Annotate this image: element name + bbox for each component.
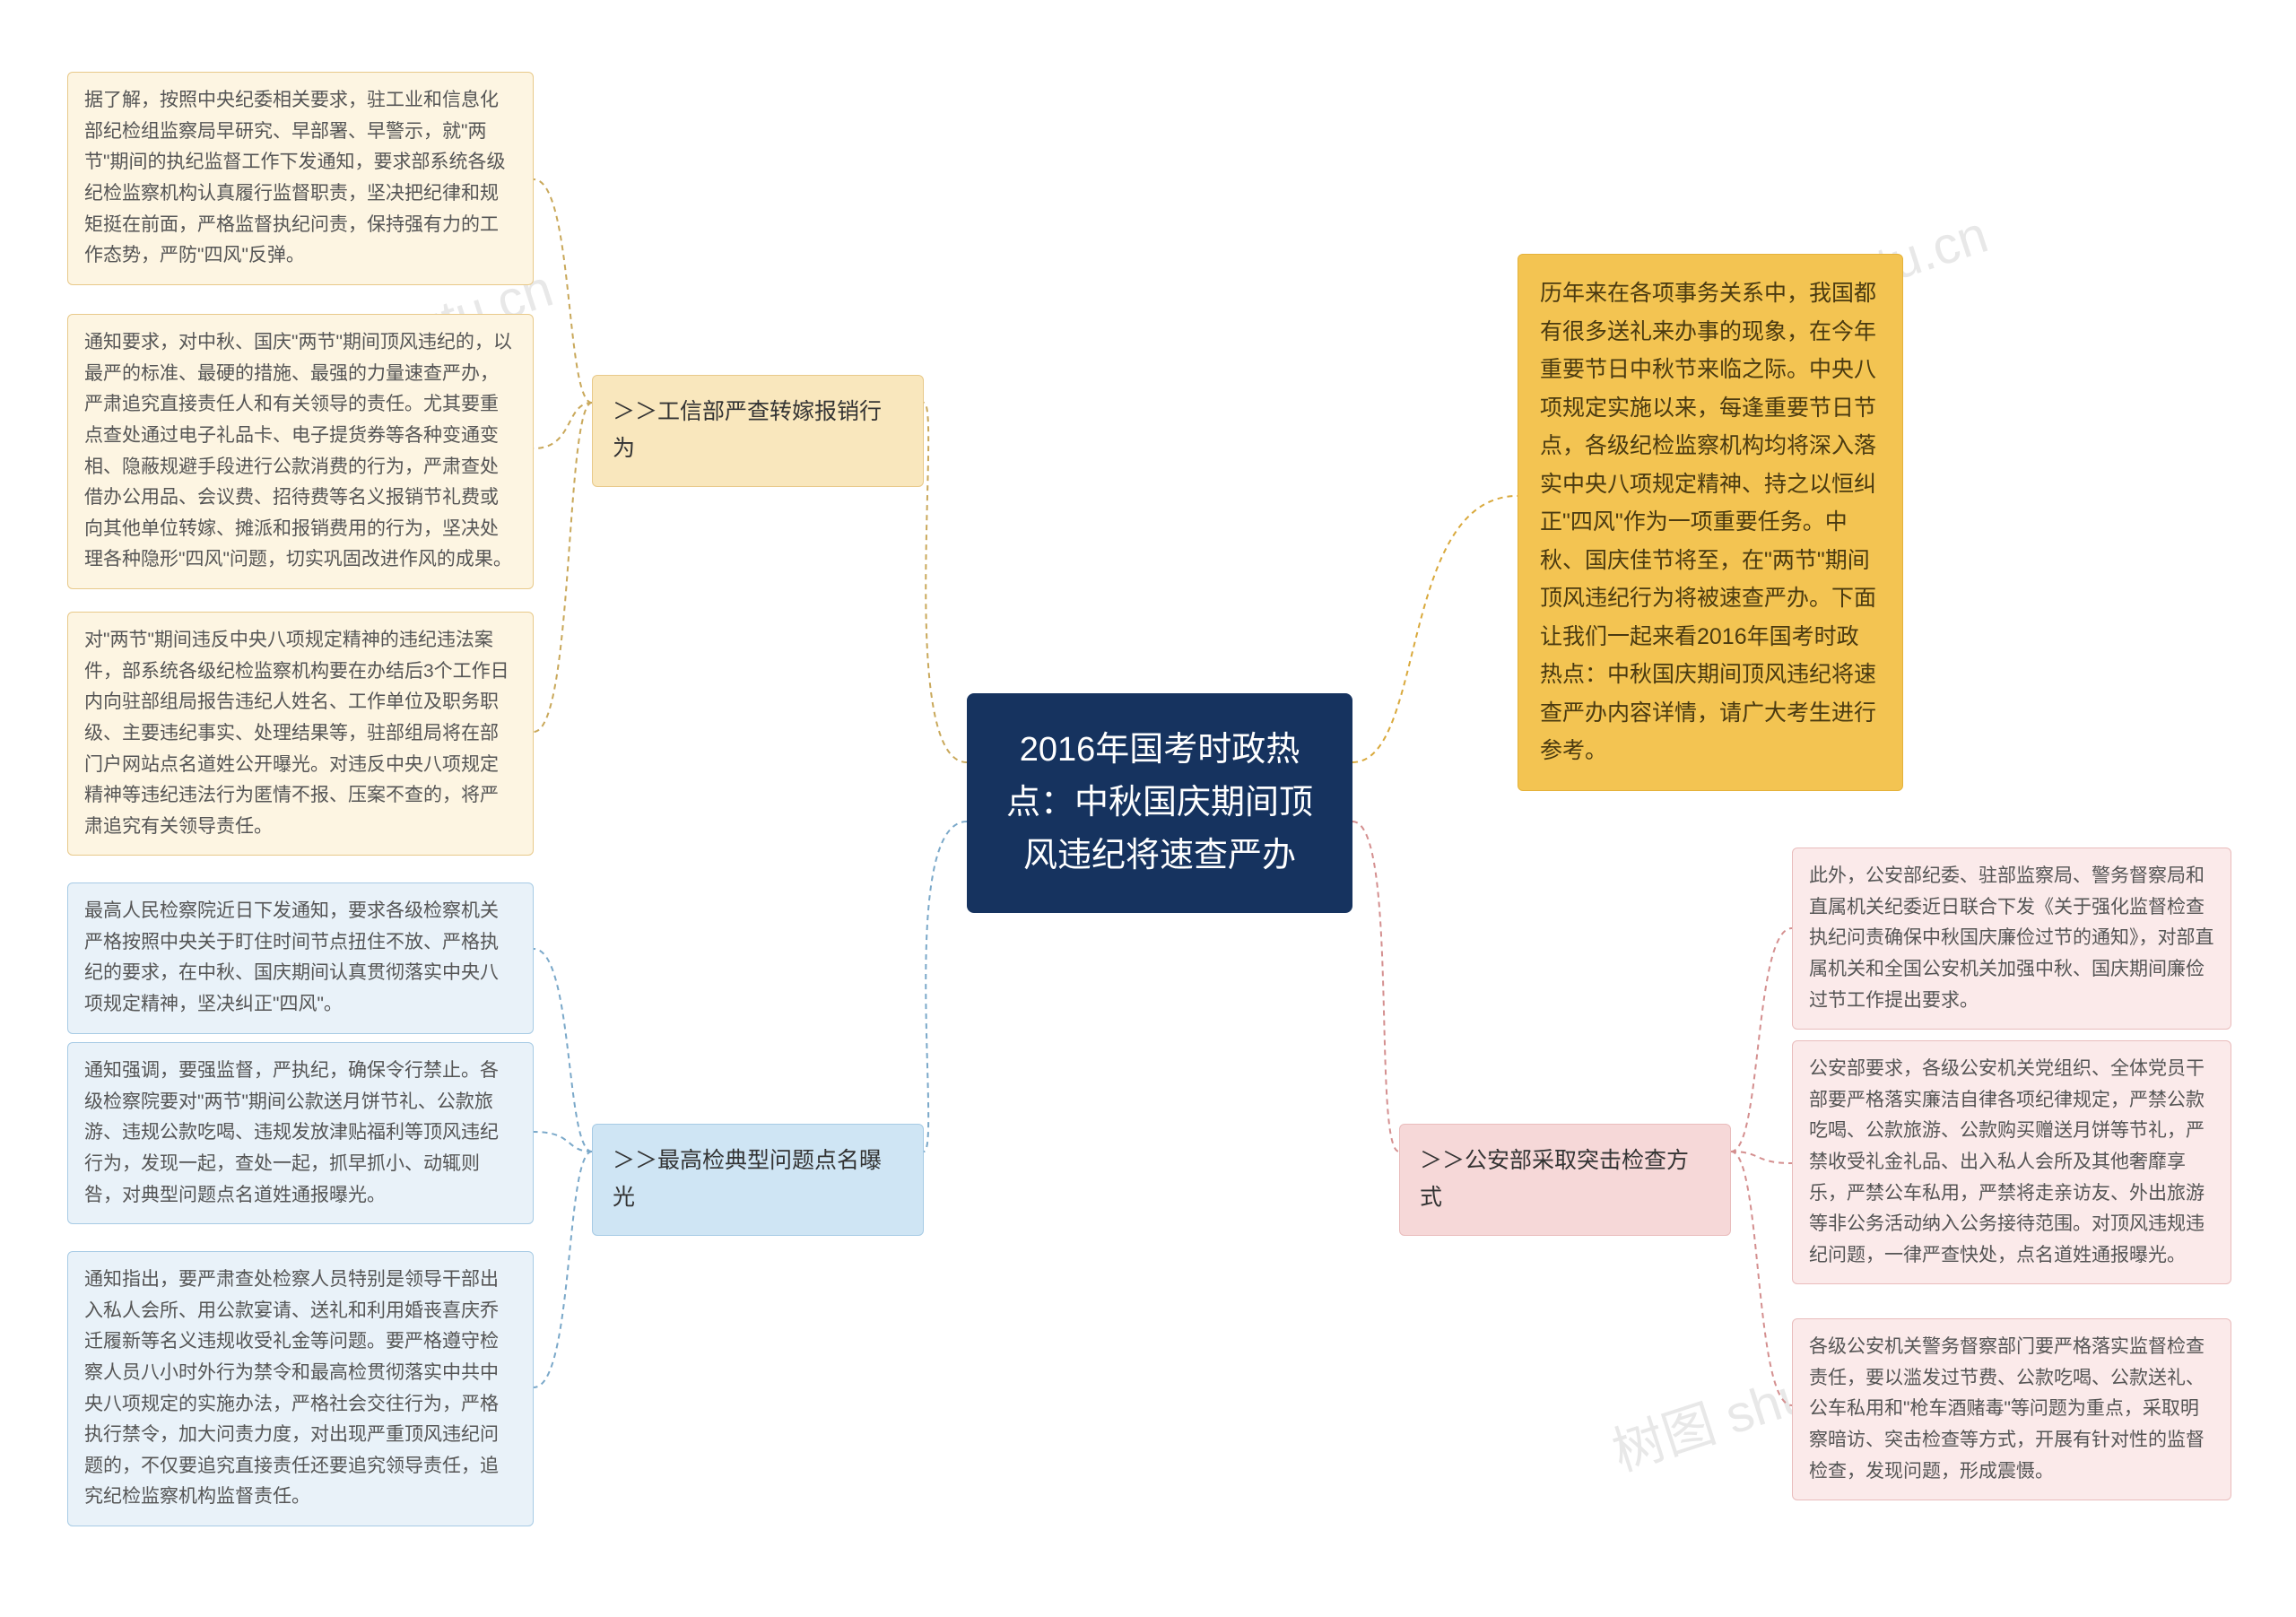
leaf-mps-2[interactable]: 各级公安机关警务督察部门要严格落实监督检查责任，要以滥发过节费、公款吃喝、公款送… bbox=[1792, 1318, 2231, 1500]
mindmap-center[interactable]: 2016年国考时政热点：中秋国庆期间顶风违纪将速查严办 bbox=[967, 693, 1352, 913]
branch-mps[interactable]: ＞＞公安部采取突击检查方式 bbox=[1399, 1124, 1731, 1236]
leaf-mps-1[interactable]: 公安部要求，各级公安机关党组织、全体党员干部要严格落实廉洁自律各项纪律规定，严禁… bbox=[1792, 1040, 2231, 1284]
branch-intro[interactable]: 历年来在各项事务关系中，我国都有很多送礼来办事的现象，在今年重要节日中秋节来临之… bbox=[1518, 254, 1903, 791]
leaf-miit-1[interactable]: 通知要求，对中秋、国庆"两节"期间顶风违纪的，以最严的标准、最硬的措施、最强的力… bbox=[67, 314, 534, 589]
leaf-miit-0[interactable]: 据了解，按照中央纪委相关要求，驻工业和信息化部纪检组监察局早研究、早部署、早警示… bbox=[67, 72, 534, 285]
leaf-mps-0[interactable]: 此外，公安部纪委、驻部监察局、警务督察局和直属机关纪委近日联合下发《关于强化监督… bbox=[1792, 848, 2231, 1030]
branch-spp[interactable]: ＞＞最高检典型问题点名曝光 bbox=[592, 1124, 924, 1236]
leaf-spp-1[interactable]: 通知强调，要强监督，严执纪，确保令行禁止。各级检察院要对"两节"期间公款送月饼节… bbox=[67, 1042, 534, 1224]
leaf-miit-2[interactable]: 对"两节"期间违反中央八项规定精神的违纪违法案件，部系统各级纪检监察机构要在办结… bbox=[67, 612, 534, 856]
leaf-spp-2[interactable]: 通知指出，要严肃查处检察人员特别是领导干部出入私人会所、用公款宴请、送礼和利用婚… bbox=[67, 1251, 534, 1526]
leaf-spp-0[interactable]: 最高人民检察院近日下发通知，要求各级检察机关严格按照中央关于盯住时间节点扭住不放… bbox=[67, 882, 534, 1034]
branch-miit[interactable]: ＞＞工信部严查转嫁报销行为 bbox=[592, 375, 924, 487]
